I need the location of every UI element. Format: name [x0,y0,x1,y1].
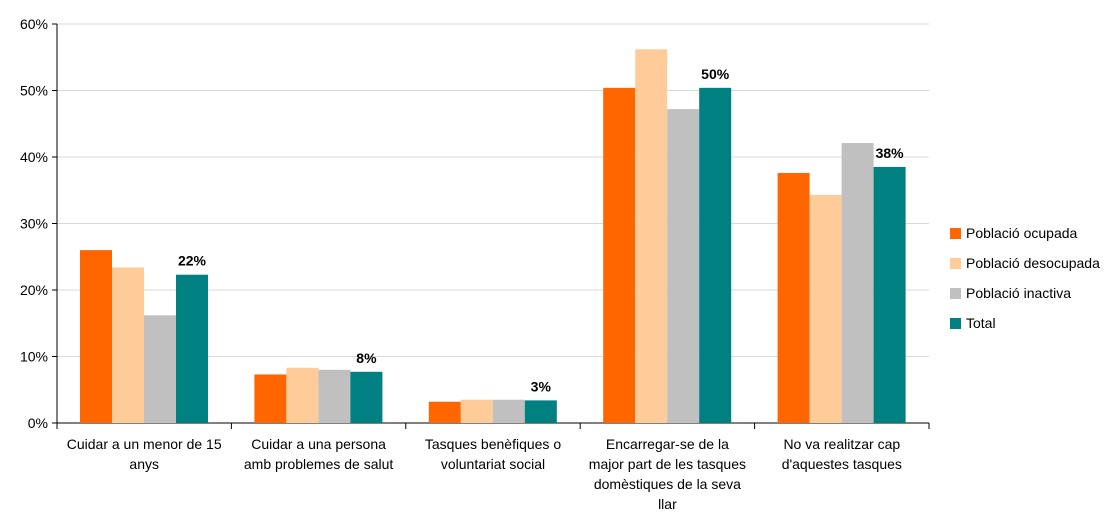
y-tick-label: 60% [20,16,48,32]
x-category-label: Cuidar a una persona [251,436,386,452]
y-tick-label: 0% [28,415,48,431]
bar-total [176,274,208,423]
data-label: 22% [178,253,207,269]
legend-swatch [950,228,961,239]
x-category-label: llar [658,496,677,512]
bar-poblaci-desocupada [635,49,668,424]
bar-poblaci-inactiva [667,109,700,424]
x-category-label: anys [129,456,159,472]
bar-poblaci-inactiva [841,143,874,423]
x-category-label: Cuidar a un menor de 15 [67,436,222,452]
bar-poblaci-ocupada [254,374,287,423]
y-tick-label: 20% [20,282,48,298]
bar-total [873,166,906,423]
x-category-label: major part de les tasques [589,456,746,472]
bar-poblaci-desocupada [460,399,493,423]
x-category-label: Encarregar-se de la [606,436,729,452]
bar-poblaci-ocupada [777,172,810,423]
legend-label: Població desocupada [966,255,1100,271]
bar-poblaci-inactiva [318,369,351,423]
data-label: 38% [876,145,905,161]
x-category-label: amb problemes de salut [244,456,394,472]
x-category-label: domèstiques de la seva [594,476,741,492]
legend-label: Població ocupada [966,225,1078,241]
legend-label: Total [966,315,996,331]
y-tick-label: 50% [20,83,48,99]
bar-poblaci-ocupada [603,87,636,423]
data-label: 50% [701,66,730,82]
legend-swatch [950,288,961,299]
bar-total [524,400,557,423]
x-category-label: Tasques benèfiques o [425,436,561,452]
data-label: 3% [531,378,552,394]
legend-label: Població inactiva [966,285,1071,301]
bar-total [699,87,732,423]
x-category-label: voluntariat social [441,456,545,472]
x-category-label: d'aquestes tasques [782,456,902,472]
legend-swatch [950,318,961,329]
bar-poblaci-inactiva [492,399,525,423]
bar-poblaci-desocupada [286,367,319,423]
x-category-label: No va realitzar cap [783,436,900,452]
legend-swatch [950,258,961,269]
data-label: 8% [356,350,377,366]
bar-poblaci-inactiva [144,315,176,423]
bar-poblaci-desocupada [112,267,144,423]
y-tick-label: 40% [20,149,48,165]
bar-poblaci-ocupada [428,401,461,423]
bar-poblaci-desocupada [809,194,842,423]
y-tick-label: 30% [20,216,48,232]
bar-poblaci-ocupada [80,250,112,423]
y-tick-label: 10% [20,349,48,365]
bar-total [350,371,383,423]
